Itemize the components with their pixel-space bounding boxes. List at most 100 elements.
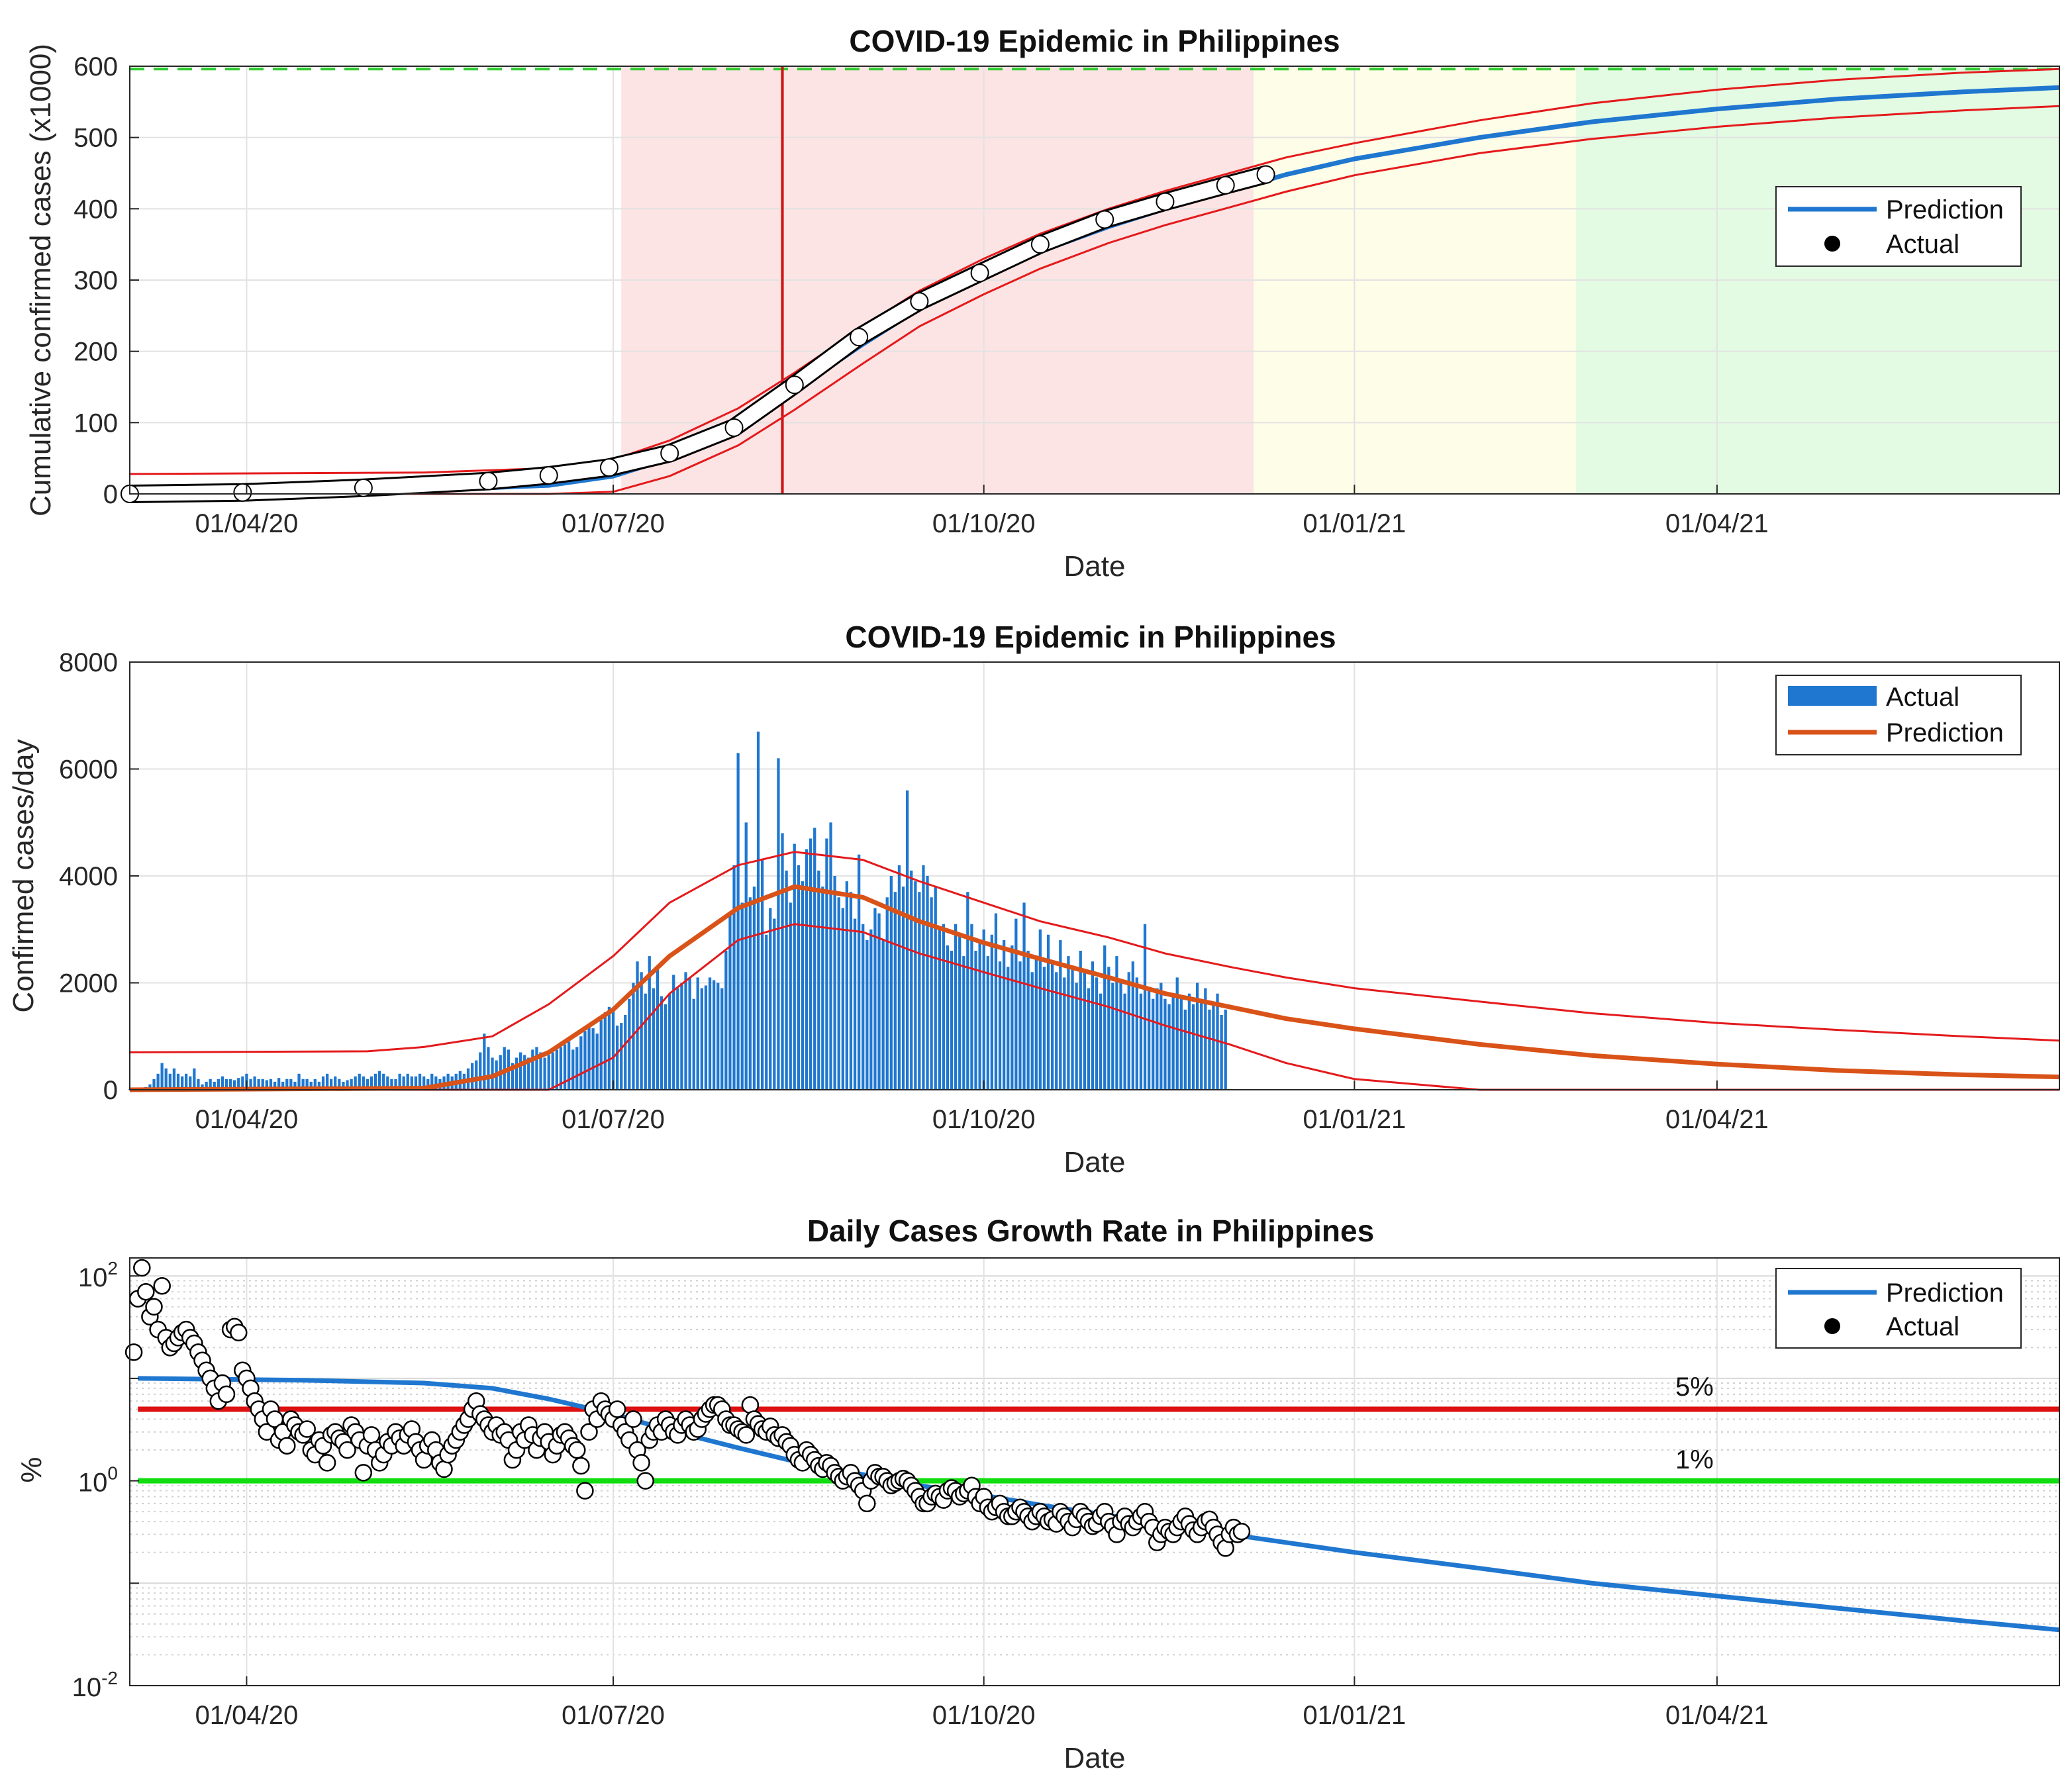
daily-bar: [1059, 939, 1062, 1090]
daily-bar: [491, 1057, 494, 1090]
chart-2-legend: Actual Prediction: [1775, 675, 2022, 755]
daily-bar: [382, 1073, 385, 1090]
daily-bar: [652, 988, 655, 1090]
chart-1-xlabel: Date: [1064, 550, 1126, 583]
daily-bar: [551, 1052, 554, 1090]
daily-bar: [982, 929, 985, 1090]
daily-bar: [193, 1068, 196, 1090]
daily-bar: [261, 1079, 264, 1090]
x-tick-label: 01/01/21: [1303, 1105, 1406, 1134]
daily-bar: [402, 1076, 405, 1090]
daily-bar: [229, 1079, 232, 1090]
daily-bar: [849, 892, 853, 1090]
daily-bar: [910, 870, 913, 1090]
actual-point: [1216, 175, 1235, 195]
daily-bar: [607, 1006, 611, 1090]
panel-daily: 0 2000 4000 6000 8000 01/04/20 01/07/20 01/10/2…: [7, 620, 2060, 1178]
daily-bar: [825, 838, 828, 1090]
daily-bar: [720, 988, 724, 1090]
prediction-line: [129, 884, 2060, 1092]
actual-point: [233, 483, 252, 502]
x-tick-label: 01/04/21: [1665, 509, 1769, 538]
daily-bar: [559, 1047, 563, 1090]
daily-bar: [926, 876, 929, 1090]
daily-bar: [668, 993, 671, 1090]
daily-bar: [555, 1049, 558, 1090]
daily-bar: [676, 988, 679, 1090]
actual-point: [632, 1454, 650, 1472]
daily-bar: [833, 876, 836, 1090]
actual-point: [580, 1423, 598, 1441]
actual-point: [354, 478, 373, 497]
chart-2-ylabel: Confirmed cases/day: [7, 739, 40, 1012]
daily-bar: [785, 870, 788, 1090]
y-tick-label: 10-2: [72, 1668, 118, 1702]
daily-bar: [172, 1068, 176, 1090]
daily-bar: [1026, 951, 1030, 1090]
daily-bar: [1018, 961, 1022, 1090]
daily-bar: [801, 881, 805, 1090]
chart-1-legend-entry: Prediction: [1886, 195, 2004, 224]
actual-point: [599, 458, 618, 477]
daily-bar: [893, 892, 897, 1090]
daily-bar: [922, 865, 925, 1090]
daily-bar: [1075, 983, 1078, 1090]
daily-bar: [164, 1068, 168, 1090]
daily-bar: [579, 1036, 583, 1090]
daily-bar: [736, 753, 740, 1090]
daily-bar: [1159, 983, 1163, 1090]
daily-bar: [744, 822, 748, 1090]
daily-bar: [869, 929, 873, 1090]
daily-bar: [809, 838, 813, 1090]
daily-bar: [978, 939, 981, 1090]
actual-point: [298, 1420, 316, 1438]
daily-bar: [865, 939, 869, 1090]
daily-bar: [326, 1073, 329, 1090]
daily-bar: [624, 1015, 627, 1090]
actual-point: [572, 1457, 590, 1475]
ref-label-5pct: 5%: [1675, 1372, 1714, 1402]
daily-bar: [346, 1080, 349, 1090]
actual-point: [636, 1472, 654, 1490]
y-tick-label: 0: [103, 480, 118, 509]
x-tick-label: 01/10/20: [932, 1701, 1036, 1730]
daily-bar: [640, 972, 643, 1090]
chart-2-title: COVID-19 Epidemic in Philippines: [845, 620, 1336, 654]
daily-bar: [974, 951, 977, 1090]
daily-bar: [426, 1079, 430, 1090]
x-tick-label: 01/07/20: [562, 1701, 665, 1730]
chart-1-ylabel: Cumulative confirmed cases (x1000): [25, 44, 57, 516]
daily-bar: [1196, 983, 1199, 1090]
actual-point: [724, 418, 744, 437]
daily-bar: [434, 1076, 438, 1090]
daily-bar: [257, 1079, 260, 1090]
daily-bar: [1119, 983, 1122, 1090]
daily-bar: [632, 983, 635, 1090]
y-tick-label: 500: [74, 124, 118, 153]
daily-bar: [1187, 993, 1191, 1090]
actual-point: [850, 328, 869, 347]
daily-bar: [1212, 1004, 1215, 1090]
chart-3-legend-entry: Prediction: [1886, 1278, 2004, 1308]
daily-bar: [305, 1079, 309, 1090]
daily-bar: [817, 870, 820, 1090]
daily-bar: [595, 1033, 599, 1090]
daily-bar: [390, 1079, 393, 1090]
actual-point: [970, 264, 989, 283]
daily-bar: [821, 887, 824, 1090]
daily-bar: [1208, 1009, 1211, 1090]
x-tick-label: 01/01/21: [1303, 509, 1406, 538]
daily-bar: [334, 1076, 337, 1090]
daily-bar: [281, 1081, 285, 1090]
y-tick-label: 600: [74, 52, 118, 81]
x-tick-label: 01/04/20: [195, 1701, 299, 1730]
daily-bar: [1167, 1004, 1171, 1090]
daily-bar: [1046, 934, 1050, 1090]
daily-bar: [748, 897, 752, 1090]
daily-bar: [217, 1079, 220, 1090]
panel-cumulative: 0 100 200 300 400 500 600 01/04/20 01/07/20 01/10…: [25, 24, 2060, 583]
x-tick-label: 01/01/21: [1303, 1701, 1406, 1730]
daily-bar: [176, 1073, 180, 1090]
daily-bar: [1204, 988, 1207, 1090]
daily-bar: [1034, 956, 1038, 1090]
